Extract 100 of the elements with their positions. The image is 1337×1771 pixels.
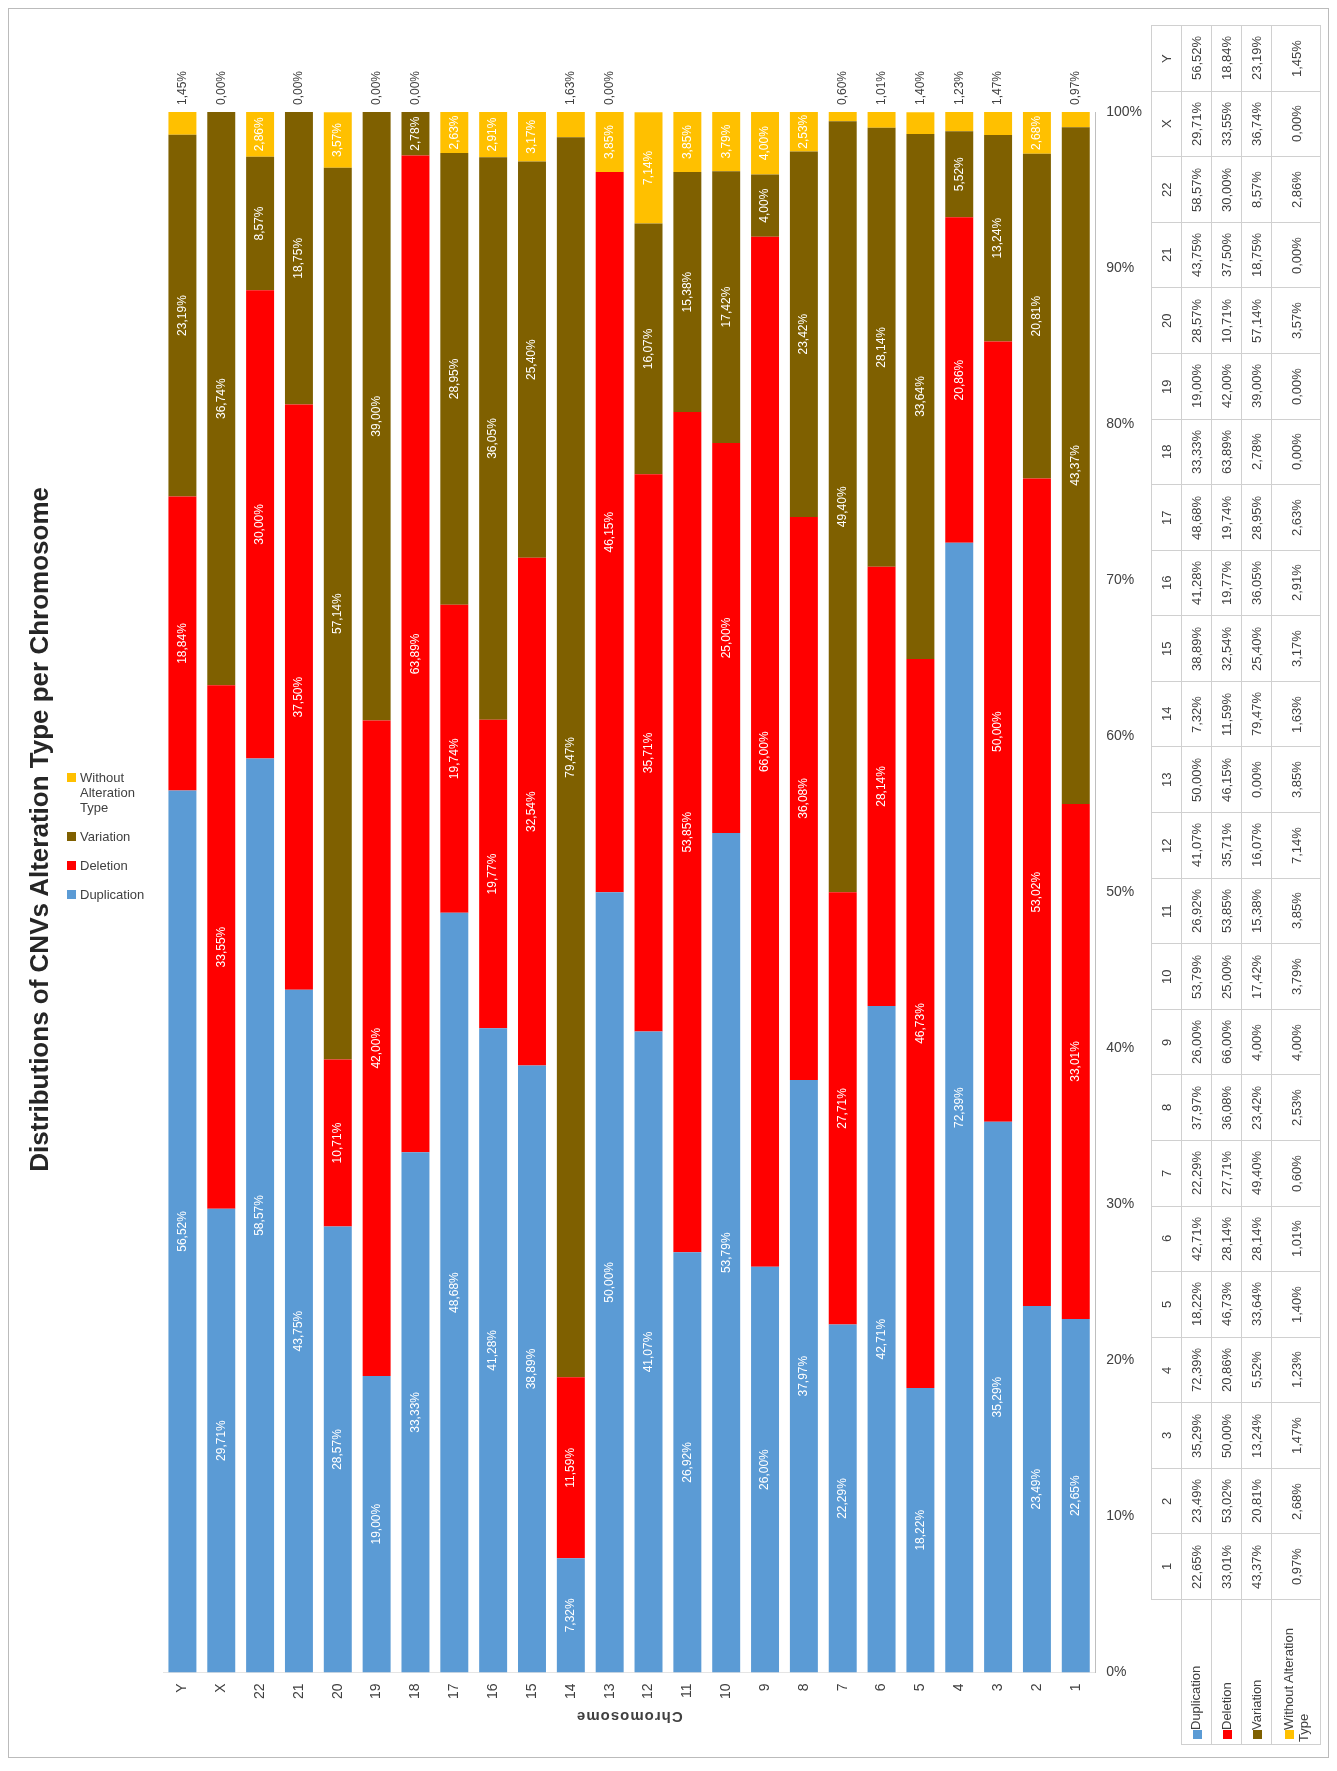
data-label: 2,86% bbox=[252, 116, 267, 152]
y-tick-label: 10% bbox=[1106, 1507, 1135, 1524]
data-label: 33,33% bbox=[407, 1391, 422, 1433]
text: 8,57% bbox=[1249, 171, 1265, 209]
text: 13,24% bbox=[1249, 1413, 1265, 1458]
data-label: 4,00% bbox=[757, 125, 772, 161]
category-label: 12 bbox=[1158, 838, 1174, 853]
data-label: 33,55% bbox=[213, 926, 228, 968]
data-label: 72,39% bbox=[951, 1086, 966, 1128]
data-label: 1,01% bbox=[873, 70, 888, 105]
text: 42,00% bbox=[1218, 364, 1234, 409]
data-label: 43,37% bbox=[1068, 444, 1083, 486]
legend-label: Deletion bbox=[80, 858, 128, 873]
y-tick-label: 90% bbox=[1106, 258, 1135, 275]
text: 35,29% bbox=[1188, 1413, 1204, 1458]
text: 37,97% bbox=[1188, 1085, 1204, 1130]
x-tick-label: 22 bbox=[250, 1683, 267, 1700]
text: 35,71% bbox=[1218, 823, 1234, 868]
data-label: 23,49% bbox=[1029, 1468, 1044, 1510]
category-label: 16 bbox=[1158, 575, 1174, 591]
y-tick-label: 70% bbox=[1106, 570, 1135, 587]
y-tick-label: 20% bbox=[1106, 1351, 1135, 1368]
text: 26,92% bbox=[1188, 888, 1204, 933]
data-label: 5,52% bbox=[951, 156, 966, 192]
data-label: 3,79% bbox=[718, 124, 733, 159]
text: 2,63% bbox=[1288, 499, 1304, 536]
text: 17,42% bbox=[1249, 954, 1265, 999]
text: 53,02% bbox=[1218, 1479, 1234, 1524]
data-label: 43,75% bbox=[291, 1310, 306, 1352]
category-label: 2 bbox=[1158, 1497, 1174, 1505]
data-label: 25,40% bbox=[524, 338, 539, 380]
data-label: 28,95% bbox=[446, 358, 461, 400]
text: 66,00% bbox=[1218, 1020, 1234, 1065]
text: Distributions of CNVs Alteration Type per Chromosome bbox=[23, 486, 55, 1172]
data-label: 32,54% bbox=[524, 791, 539, 833]
data-label: 3,17% bbox=[524, 119, 539, 154]
text: Deletion bbox=[1218, 1682, 1234, 1730]
data-label: 33,64% bbox=[912, 375, 927, 417]
data-label: 22,65% bbox=[1068, 1475, 1083, 1517]
legend-label: Duplication bbox=[80, 887, 145, 902]
data-label: 25,00% bbox=[718, 617, 733, 659]
text: 48,68% bbox=[1188, 495, 1204, 540]
x-tick-label: 13 bbox=[600, 1683, 617, 1700]
x-tick-label: 17 bbox=[445, 1683, 462, 1700]
text: 57,14% bbox=[1249, 298, 1265, 343]
text: 11,59% bbox=[1218, 692, 1234, 736]
data-label: 18,22% bbox=[912, 1509, 927, 1551]
text: 33,01% bbox=[1218, 1544, 1234, 1589]
data-label: 42,71% bbox=[873, 1318, 888, 1360]
x-tick-label: 12 bbox=[639, 1683, 656, 1700]
x-tick-label: 16 bbox=[484, 1683, 501, 1700]
data-label: 49,40% bbox=[835, 486, 850, 528]
x-tick-label: 9 bbox=[755, 1683, 772, 1692]
data-label: 0,00% bbox=[407, 70, 422, 105]
data-label: 19,77% bbox=[485, 853, 500, 895]
category-label: 20 bbox=[1158, 313, 1174, 328]
data-label: 2,53% bbox=[796, 114, 811, 149]
x-tick-label: 8 bbox=[794, 1683, 811, 1692]
data-label: 0,00% bbox=[601, 70, 616, 105]
category-label: 4 bbox=[1158, 1366, 1174, 1374]
text: 18,22% bbox=[1188, 1282, 1204, 1327]
data-label: 3,85% bbox=[679, 124, 694, 160]
text: 46,73% bbox=[1218, 1282, 1234, 1327]
category-label: 11 bbox=[1158, 904, 1174, 918]
x-axis-title: Chromosome bbox=[575, 1709, 683, 1726]
data-label: 36,05% bbox=[485, 417, 500, 459]
category-label: 3 bbox=[1158, 1431, 1174, 1440]
data-label: 22,29% bbox=[835, 1477, 850, 1519]
text: 33,64% bbox=[1249, 1282, 1265, 1327]
y-tick-label: 100% bbox=[1106, 102, 1143, 119]
x-tick-label: 7 bbox=[833, 1683, 850, 1692]
data-label: 28,14% bbox=[873, 326, 888, 368]
category-label: X bbox=[1158, 119, 1174, 129]
data-label: 28,14% bbox=[873, 765, 888, 807]
category-label: Y bbox=[1158, 54, 1174, 63]
data-label: 28,57% bbox=[330, 1428, 345, 1470]
text: 79,47% bbox=[1249, 692, 1265, 737]
text: 58,57% bbox=[1188, 167, 1204, 212]
text: 3,85% bbox=[1288, 761, 1304, 799]
category-label: 10 bbox=[1158, 969, 1174, 984]
text: 37,50% bbox=[1218, 233, 1234, 278]
data-label: 53,79% bbox=[718, 1232, 733, 1274]
text: Duplication bbox=[1188, 1665, 1204, 1730]
text: 22,29% bbox=[1188, 1151, 1204, 1196]
data-label: 37,97% bbox=[796, 1355, 811, 1397]
text: 2,91% bbox=[1288, 564, 1304, 602]
x-tick-label: 1 bbox=[1066, 1683, 1083, 1692]
text: 3,57% bbox=[1288, 302, 1304, 340]
data-label: 0,00% bbox=[291, 70, 306, 105]
data-label: 2,78% bbox=[407, 116, 422, 151]
text: 4,00% bbox=[1288, 1023, 1304, 1061]
text: 0,60% bbox=[1288, 1154, 1304, 1192]
data-label: 50,00% bbox=[601, 1261, 616, 1303]
text: 43,75% bbox=[1188, 233, 1204, 278]
data-label: 53,85% bbox=[679, 811, 694, 853]
text: 49,40% bbox=[1249, 1151, 1265, 1196]
data-label: 1,47% bbox=[990, 70, 1005, 105]
data-label: 26,92% bbox=[679, 1441, 694, 1483]
text: 41,07% bbox=[1188, 823, 1204, 868]
data-label: 66,00% bbox=[757, 731, 772, 773]
